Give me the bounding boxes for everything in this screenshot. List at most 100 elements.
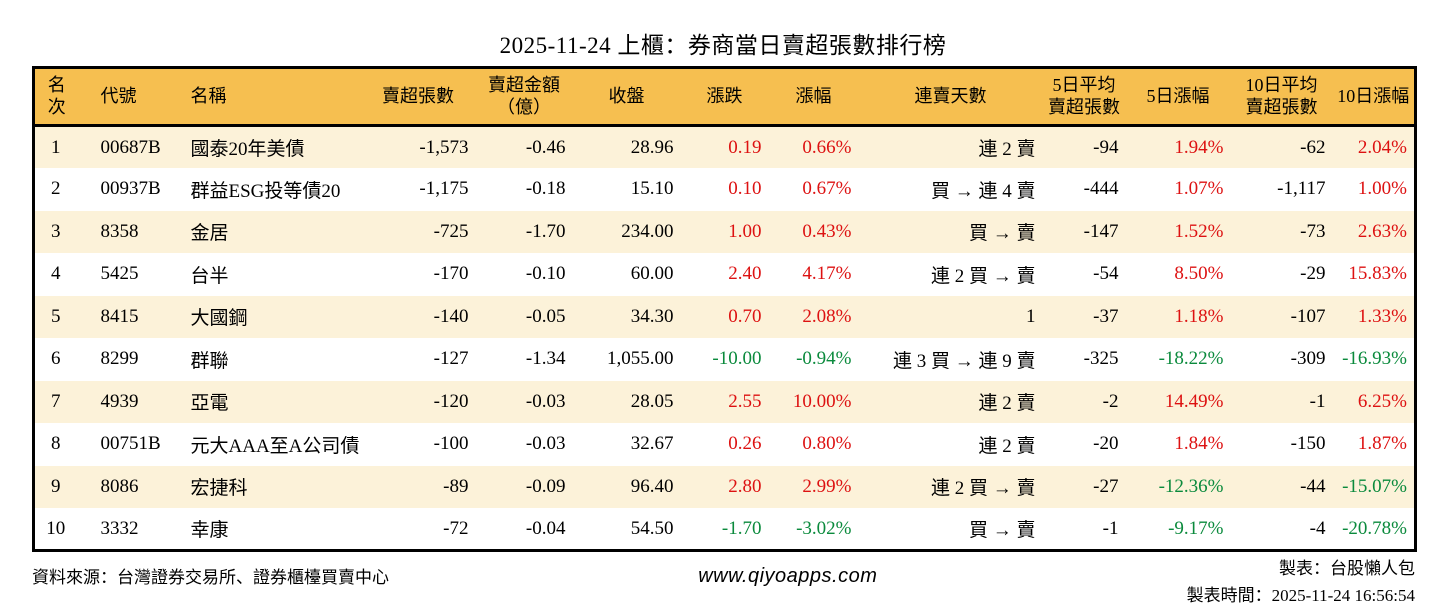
cell-pct10: 1.33% [1332,295,1416,338]
cell-avg10: -29 [1300,263,1326,285]
cell-pct10: 1.87% [1357,433,1407,455]
cell-pct5: 1.07% [1174,178,1224,200]
cell-pct5: 14.49% [1125,380,1231,423]
cell-rank: 8 [51,433,61,455]
cell-avg5: -27 [1042,465,1126,508]
cell-sell_volume: -100 [433,433,469,455]
table-row: 2 00937B 群益ESG投等債20 -1,175 -0.18 15.10 0.10 0.6… [34,168,1416,211]
cell-streak: 連 2 賣 [858,125,1043,168]
cell-avg5: -147 [1042,210,1126,253]
cell-code: 8358 [78,210,169,253]
cell-pct5: 8.50% [1174,263,1224,285]
cell-rank: 2 [51,178,61,200]
header-avg10: 10日平均 賣超張數 [1230,67,1333,127]
header-code: 代號 [78,67,169,127]
cell-code: 00751B [100,433,161,455]
header-change-pct: 漲幅 [768,67,859,127]
footer: 資料來源：台灣證券交易所、證券櫃檯買賣中心 www.qiyoapps.com 製… [32,554,1415,609]
cell-change: 2.40 [728,263,762,285]
cell-avg5: -325 [1083,348,1119,370]
cell-sell_amount: -1.34 [525,348,566,370]
cell-change_pct: 0.80% [802,433,852,455]
cell-pct10: 2.63% [1332,210,1416,253]
cell-avg10: -44 [1230,465,1333,508]
cell-name: 台半 [190,265,229,287]
cell-rank: 6 [51,348,61,370]
cell-change_pct: 0.67% [802,178,852,200]
cell-close: 15.10 [630,178,674,200]
cell-sell_amount: -0.09 [475,465,573,508]
cell-streak: 連 2 買 → 賣 [858,465,1043,508]
cell-name: 幸康 [190,520,229,541]
cell-streak: 買 → 賣 [968,520,1036,541]
cell-streak: 連 2 賣 [978,435,1036,457]
cell-sell_amount: -0.03 [475,380,573,423]
cell-rank: 1 [33,125,79,168]
cell-avg10: -309 [1290,348,1326,370]
cell-sell_volume: -170 [433,263,469,285]
cell-code: 00937B [100,178,161,200]
cell-change: -1.70 [721,517,762,539]
table-header-row: 名次 代號 名稱 賣超張數 賣超金額 （億） 收盤 漲跌 漲幅 連賣天數 5日平… [33,67,1416,127]
cell-close: 1,055.00 [607,348,674,370]
cell-avg10: -4 [1309,517,1326,539]
cell-pct5: 1.84% [1174,433,1224,455]
cell-change: 0.26 [728,433,762,455]
cell-sell_amount: -0.46 [475,125,573,168]
cell-avg5: -94 [1042,125,1126,168]
cell-name: 國泰20年美債 [168,125,361,168]
cell-code: 8299 [100,348,139,370]
cell-pct5: -18.22% [1158,348,1224,370]
cell-avg5: -1 [1102,517,1119,539]
cell-change: 0.70 [680,295,769,338]
cell-sell_volume: -1,175 [419,178,469,200]
cell-change: 0.19 [680,125,769,168]
cell-sell_volume: -127 [433,348,469,370]
credits-block: 製表：台股懶人包 製表時間：2025-11-24 16:56:54 [1187,555,1415,609]
cell-code: 8415 [78,295,169,338]
cell-streak: 1 [858,295,1043,338]
cell-avg5: -2 [1042,380,1126,423]
cell-pct10: 15.83% [1348,263,1407,285]
cell-avg10: -1 [1230,380,1333,423]
table-row: 5 8415 大國鋼 -140 -0.05 34.30 0.70 2.08% 1 -37 1.18%… [33,295,1416,338]
cell-code: 5425 [100,263,139,285]
cell-change_pct: 2.08% [768,295,859,338]
cell-name: 群聯 [190,350,229,372]
cell-close: 28.05 [572,380,681,423]
cell-rank: 10 [46,517,66,539]
header-pct5: 5日漲幅 [1125,67,1231,127]
cell-streak: 連 3 買 → 連 9 賣 [892,350,1036,372]
cell-sell_amount: -0.03 [525,433,566,455]
report-time-text: 製表時間：2025-11-24 16:56:54 [1186,586,1415,606]
header-avg5: 5日平均 賣超張數 [1042,67,1126,127]
cell-change_pct: 4.17% [802,263,852,285]
cell-name: 亞電 [168,380,361,423]
table-row: 8 00751B 元大AAA至A公司債 -100 -0.03 32.67 0.26 0.80%… [34,423,1416,466]
table-row: 7 4939 亞電 -120 -0.03 28.05 2.55 10.00% 連 2 賣 -2 14… [33,380,1416,423]
cell-change_pct: -0.94% [796,348,852,370]
cell-change: -10.00 [712,348,762,370]
cell-streak: 買 → 連 4 賣 [930,180,1036,202]
cell-sell_amount: -0.05 [475,295,573,338]
cell-name: 宏捷科 [168,465,361,508]
header-change: 漲跌 [680,67,769,127]
website-text: www.qiyoapps.com [698,565,878,587]
data-source-text: 資料來源：台灣證券交易所、證券櫃檯買賣中心 [32,568,389,587]
header-rank: 名次 [33,67,79,127]
cell-avg10: -107 [1230,295,1333,338]
cell-name: 群益ESG投等債20 [190,180,341,202]
cell-change: 0.10 [728,178,762,200]
cell-avg5: -444 [1083,178,1119,200]
cell-sell_volume: -725 [360,210,476,253]
table-row: 1 00687B 國泰20年美債 -1,573 -0.46 28.96 0.19 0.66% 連… [33,125,1416,168]
cell-pct10: -20.78% [1342,517,1407,539]
cell-sell_amount: -1.70 [475,210,573,253]
cell-rank: 9 [33,465,79,508]
table-body: 1 00687B 國泰20年美債 -1,573 -0.46 28.96 0.19 0.66% 連… [33,125,1416,551]
cell-close: 28.96 [572,125,681,168]
ranking-table: 名次 代號 名稱 賣超張數 賣超金額 （億） 收盤 漲跌 漲幅 連賣天數 5日平… [32,66,1417,552]
table-row: 3 8358 金居 -725 -1.70 234.00 1.00 0.43% 買 → 賣 -147… [33,210,1416,253]
header-pct10: 10日漲幅 [1332,67,1416,127]
